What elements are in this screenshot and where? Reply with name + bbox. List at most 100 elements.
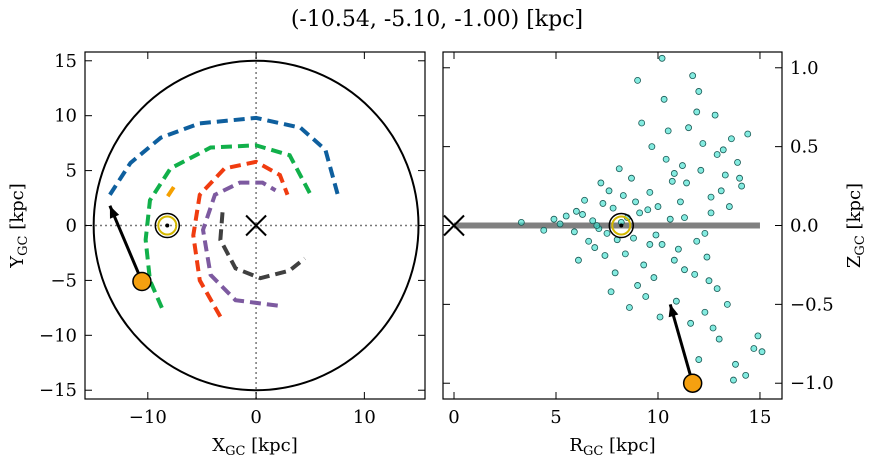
star-point [732,360,739,368]
star-point [630,234,637,242]
star-point [611,269,619,277]
star-point [660,95,668,103]
star-point [734,159,741,166]
star-point [754,332,762,340]
y-tick-label: −15 [39,380,77,401]
star-point [626,304,633,311]
y-tick-label: 5 [66,161,77,182]
axis-label-unit: [kpc] [844,183,865,235]
galactic-center [443,214,465,237]
star-point [736,174,743,182]
plot-content [85,52,425,399]
star-point [658,241,666,248]
star-point [648,143,656,151]
star-point [581,196,588,204]
star-point [701,308,709,316]
star-point [650,274,658,281]
velocity-arrow [668,303,695,384]
axis-label-main: X [212,435,225,456]
x-tick-label: 10 [353,407,376,428]
star-point [685,124,692,132]
axis-label-unit: [kpc] [7,183,28,235]
axis-label-main: Y [7,255,28,269]
star-point [715,335,723,343]
star-point [570,228,578,236]
star-point [605,187,613,195]
star-point [683,179,690,187]
star-point [599,200,607,207]
sun-outer [608,212,635,239]
spiral-arm [163,185,176,202]
star-point [632,198,639,206]
sun-dot [165,223,170,228]
star-point [619,192,627,199]
axis-label: XGC [kpc] [212,435,297,459]
spiral-arm [143,143,315,309]
star-point [699,140,707,147]
star-point [701,229,709,237]
star-point [723,300,731,308]
star-point [697,166,705,174]
star-point [634,76,641,84]
star-point [744,130,752,138]
galactic-center [245,214,267,237]
star-point [703,253,711,261]
star-point [677,198,684,206]
star-point [707,193,715,201]
star-point [601,252,609,259]
axis-label: YGC [kpc] [7,183,31,269]
star-point [575,256,582,264]
star-point [656,313,664,321]
star-point [585,237,593,245]
star-point [621,250,629,258]
axis-label-sub: GC [225,444,245,459]
star-point [674,245,682,253]
star-point [550,215,558,223]
velocity-arrow [108,205,144,283]
y-tick-label: 0.0 [790,216,819,237]
figure-title: (-10.54, -5.10, -1.00) [kpc] [291,7,583,32]
sun-ring [157,215,178,236]
spiral-arm [218,212,307,281]
axis-label-unit: [kpc] [603,435,655,456]
star-point [654,203,662,210]
plot-content [443,54,766,393]
star-point [693,237,701,245]
axes-frame [84,51,426,400]
star-point [668,177,676,185]
y-tick-label: −1.0 [790,373,834,394]
x-tick-label: 0 [250,407,261,428]
star-point [711,111,719,119]
y-tick-label: 1.0 [790,58,819,79]
star-point [634,282,641,289]
star-point [540,226,548,234]
axis-label-main: Z [844,256,865,269]
sun-outer [154,212,181,239]
star-point [640,261,648,269]
star-point [646,188,654,196]
star-point [628,174,635,182]
y-tick-label: 0.5 [790,137,819,158]
star-point [646,241,654,248]
star-point [589,217,597,225]
star-point [672,297,680,305]
axis-label-sub: GC [583,444,603,459]
x-tick-label: −10 [129,407,167,428]
star-point [705,277,713,285]
axis-label-sub: GC [853,235,868,255]
star-point [681,266,688,274]
y-tick-label: 0 [66,216,77,237]
spiral-arm [191,159,290,318]
x-tick-label: 0 [448,407,459,428]
y-tick-label: −5 [50,270,77,291]
star-point [679,162,686,169]
star-point [687,319,695,327]
axis-label-sub: GC [16,235,31,255]
y-tick-label: 10 [54,106,77,127]
star-point [721,171,729,179]
spiral-arm [108,115,341,198]
star-point [636,209,644,217]
arrow-head [109,205,120,219]
star-point [713,285,721,292]
star-point [693,108,701,116]
